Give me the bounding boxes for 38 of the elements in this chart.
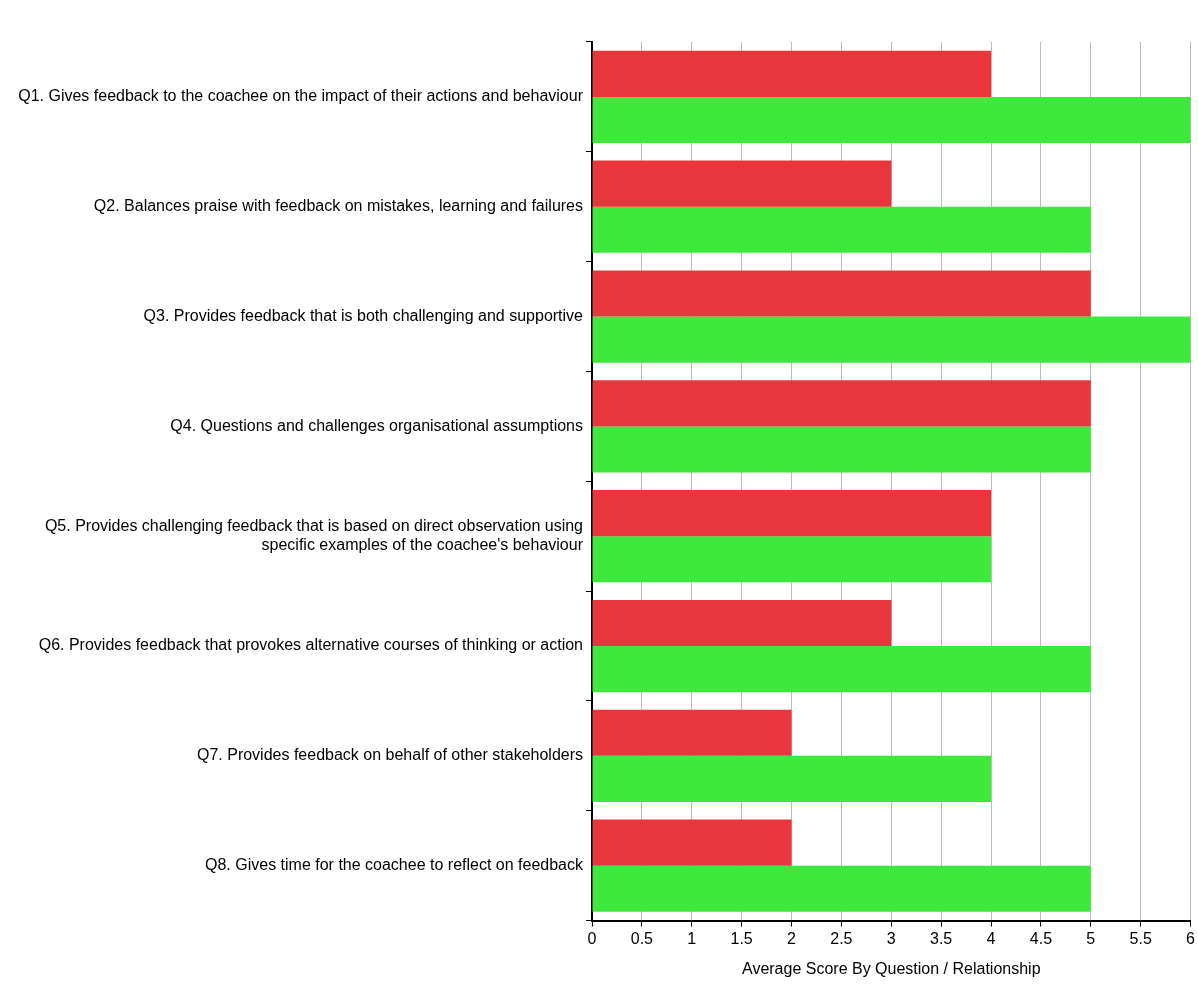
y-tick-label: Q5. Provides challenging feedback that is based on direct observation using specific examples of the coachee's behaviour <box>44 517 584 554</box>
x-tick-label: 5 <box>1086 929 1096 947</box>
bar <box>592 50 992 97</box>
x-tick-label: 4.5 <box>1029 929 1053 947</box>
bar <box>592 316 1191 363</box>
x-tick-label: 1 <box>687 929 697 947</box>
x-tick-label: 1.5 <box>730 929 753 947</box>
y-tick-label: Q8. Gives time for the coachee to reflect on feedback <box>205 856 584 874</box>
bar <box>592 270 1091 317</box>
bar <box>592 865 1091 912</box>
y-tick-label: Q1. Gives feedback to the coachee on the impact of their actions and behaviour <box>18 87 584 105</box>
bar <box>592 206 1091 253</box>
x-tick-label: 4 <box>986 929 996 947</box>
y-tick-label: Q4. Questions and challenges organisational assumptions <box>170 416 583 434</box>
bar <box>592 755 992 802</box>
bar <box>592 426 1091 473</box>
bar <box>592 646 1091 693</box>
bar <box>592 160 892 207</box>
x-tick-label: 5.5 <box>1129 929 1152 947</box>
x-tick-label: 2.5 <box>830 929 853 947</box>
x-tick-label: 0.5 <box>630 929 654 947</box>
bar <box>592 96 1191 144</box>
y-tick-label: Q6. Provides feedback that provokes alternative courses of thinking or action <box>38 636 583 654</box>
bar <box>592 536 992 583</box>
bar <box>592 599 892 647</box>
x-tick-label: 3.5 <box>930 929 953 947</box>
y-tick-label: Q2. Balances praise with feedback on mistakes, learning and failures <box>93 197 583 215</box>
x-tick-label: 6 <box>1186 929 1196 947</box>
y-tick-label: Q3. Provides feedback that is both challenging and supportive <box>143 306 584 324</box>
x-axis-title: Average Score By Question / Relationship <box>742 959 1041 977</box>
bar <box>592 819 792 866</box>
y-tick-label: Q7. Provides feedback on behalf of other stakeholders <box>196 746 583 764</box>
x-tick-label: 0 <box>587 929 597 947</box>
bar <box>592 709 792 756</box>
bar <box>592 490 992 537</box>
x-tick-label: 3 <box>886 929 896 947</box>
x-tick-label: 2 <box>787 929 797 947</box>
bar <box>592 380 1091 427</box>
